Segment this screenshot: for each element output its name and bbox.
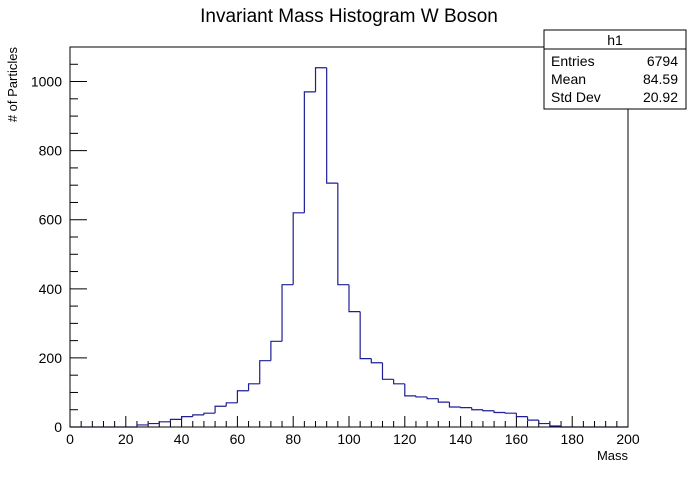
- y-tick-label: 600: [39, 212, 63, 228]
- histogram-bin: [203, 412, 216, 415]
- stats-mean-value: 84.59: [643, 71, 678, 87]
- histogram-bin: [147, 422, 160, 425]
- histogram-bin: [415, 395, 428, 398]
- histogram-bin: [337, 183, 349, 286]
- histogram-bin: [326, 67, 338, 184]
- x-tick-label: 180: [561, 431, 585, 447]
- y-axis-title: # of Particles: [5, 47, 20, 123]
- plot-frame: [69, 46, 629, 428]
- y-tick-label: 400: [39, 281, 63, 297]
- x-tick-labels: 0 20 40 60 80 100 120 140 160 180 200: [66, 431, 640, 447]
- histogram-bin: [259, 360, 271, 384]
- histogram-bin: [404, 383, 416, 397]
- histogram-bin: [437, 398, 450, 403]
- histogram-bin: [482, 409, 495, 412]
- chart-title: Invariant Mass Histogram W Boson: [200, 6, 498, 27]
- histogram-bin: [303, 91, 316, 213]
- histogram-bin: [292, 212, 305, 285]
- histogram-bin: [526, 416, 539, 421]
- x-tick-label: 100: [337, 431, 361, 447]
- histogram-bin: [448, 402, 461, 408]
- x-tick-label: 80: [285, 431, 301, 447]
- histogram-bin: [359, 311, 372, 360]
- x-tick-label: 120: [393, 431, 417, 447]
- y-tick-labels: 0 200 400 600 800 1000: [31, 74, 62, 435]
- histogram-bin: [348, 284, 361, 313]
- y-tick-label: 200: [39, 350, 63, 366]
- histogram-bin: [460, 406, 472, 409]
- histogram-bin: [381, 362, 394, 380]
- histogram-bin: [281, 284, 294, 342]
- histogram-bin: [181, 416, 193, 420]
- histogram-bin: [236, 390, 249, 403]
- x-axis-title: Mass: [597, 448, 629, 463]
- histogram-bin: [225, 402, 238, 407]
- stats-stddev-value: 20.92: [643, 89, 678, 105]
- histogram-bin: [515, 413, 528, 418]
- histogram-series: [70, 67, 628, 428]
- y-tick-label: 0: [54, 419, 62, 435]
- x-tick-label: 60: [230, 431, 246, 447]
- histogram-bin: [247, 383, 260, 391]
- histogram-bin: [504, 412, 517, 414]
- stats-mean-label: Mean: [551, 71, 586, 87]
- axis-ticks: [69, 46, 629, 428]
- histogram-bin: [538, 420, 550, 425]
- histogram-bin: [192, 414, 204, 417]
- histogram-bin: [136, 424, 149, 427]
- stats-stddev-label: Std Dev: [551, 89, 601, 105]
- x-tick-label: 40: [174, 431, 190, 447]
- histogram-bin: [214, 405, 227, 414]
- x-tick-label: 0: [66, 431, 74, 447]
- histogram-bin: [426, 396, 439, 400]
- histogram-bin: [393, 379, 405, 385]
- x-tick-label: 20: [118, 431, 134, 447]
- histogram-bin: [471, 407, 483, 411]
- y-tick-label: 800: [39, 143, 63, 159]
- x-tick-label: 140: [449, 431, 473, 447]
- x-tick-label: 200: [616, 431, 640, 447]
- stats-entries-value: 6794: [647, 53, 678, 69]
- y-tick-label: 1000: [31, 74, 62, 90]
- histogram-bin: [158, 421, 171, 424]
- stats-box: h1 Entries 6794 Mean 84.59 Std Dev 20.92: [543, 29, 687, 110]
- x-tick-label: 160: [505, 431, 529, 447]
- histogram-bin: [314, 67, 327, 92]
- histogram-bin: [493, 410, 506, 414]
- histogram-bin: [549, 423, 562, 427]
- stats-box-frame: [543, 29, 687, 110]
- histogram-bin: [270, 340, 283, 361]
- stats-entries-label: Entries: [551, 53, 595, 69]
- histogram-bin: [370, 358, 383, 364]
- histogram-bin: [169, 418, 182, 422]
- stats-box-title: h1: [607, 32, 623, 48]
